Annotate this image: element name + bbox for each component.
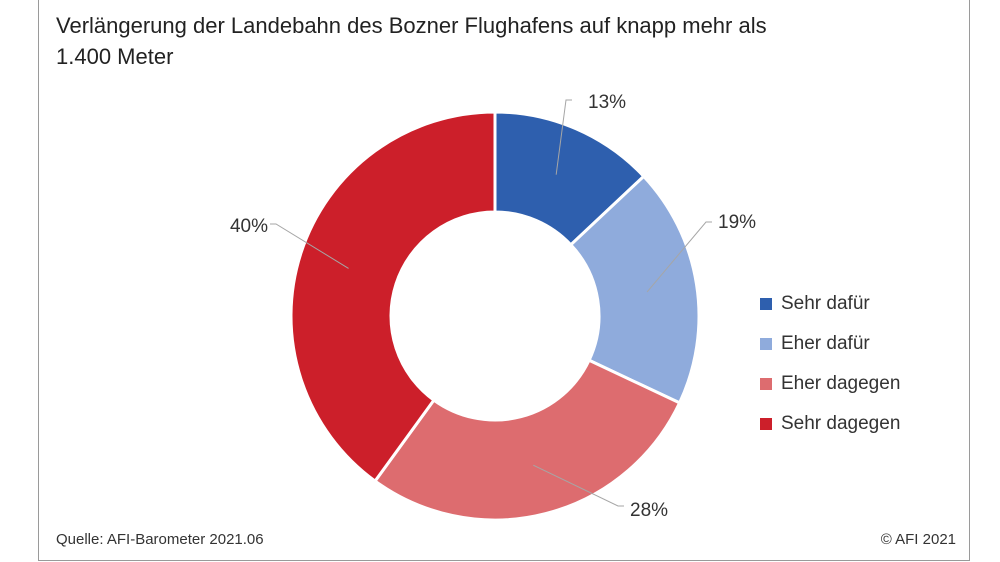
slice-eher-dagegen [372,358,682,522]
leader-line-eher-dafuer [646,221,712,293]
legend-item-sehr-dagegen: Sehr dagegen [760,404,900,444]
legend-label: Eher dafür [781,333,870,354]
source-note: Quelle: AFI-Barometer 2021.06 [56,531,264,548]
data-label-eher-dagegen: 28% [630,500,668,521]
copyright-note: © AFI 2021 [880,531,956,548]
legend-swatch [760,338,772,350]
legend-label: Sehr dagegen [781,413,901,434]
legend-swatch [760,378,772,390]
legend-item-sehr-dafuer: Sehr dafür [760,284,900,324]
slice-sehr-dagegen [289,110,497,484]
chart-title: Verlängerung der Landebahn des Bozner Fl… [56,13,767,69]
slice-eher-dafuer [568,174,701,405]
data-label-sehr-dagegen: 40% [230,216,268,237]
legend-swatch [760,298,772,310]
leader-line-sehr-dagegen [270,223,349,269]
data-label-sehr-dafuer: 13% [588,92,626,113]
legend: Sehr dafür Eher dafür Eher dagegen Sehr … [760,284,900,444]
data-label-eher-dafuer: 19% [718,212,756,233]
legend-label: Sehr dafür [781,293,870,314]
leader-line-sehr-dafuer [555,99,572,175]
legend-label: Eher dagegen [781,373,901,394]
legend-swatch [760,418,772,430]
chart-frame [38,0,970,561]
legend-item-eher-dagegen: Eher dagegen [760,364,900,404]
legend-item-eher-dafuer: Eher dafür [760,324,900,364]
leader-line-eher-dagegen [533,464,624,507]
